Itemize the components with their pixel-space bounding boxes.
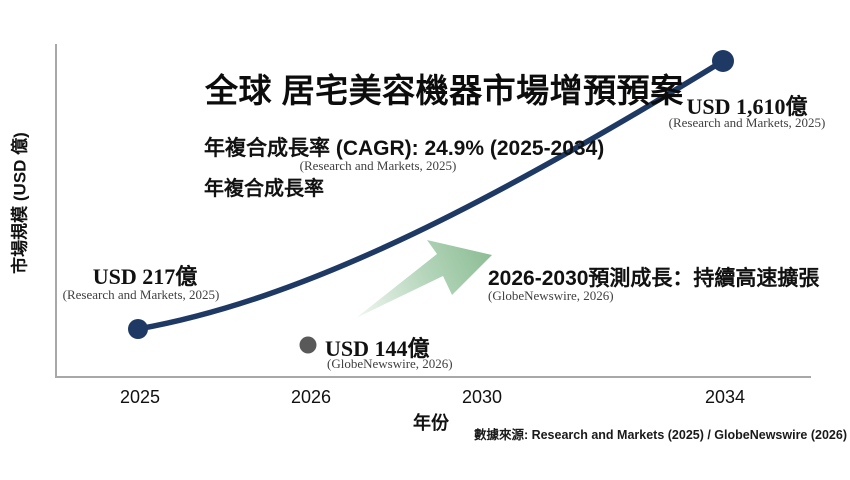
chart-title: 全球 居宅美容機器市場增預預案	[205, 72, 684, 109]
value-label-2034: USD 1,610億	[686, 94, 808, 119]
x-tick-2030: 2030	[461, 387, 503, 407]
cagr-sub-label: 年複合成長率	[204, 178, 324, 200]
growth-annotation: 2026-2030預測成長：持續高速擴張	[488, 267, 820, 290]
data-point-2025	[128, 319, 148, 339]
data-source-footer: 數據來源: Research and Markets (2025) / Glob…	[473, 428, 847, 442]
growth-arrow-icon	[356, 240, 492, 318]
value-source-2026: (GlobeNewswire, 2026)	[327, 356, 453, 371]
x-axis-label: 年份	[413, 413, 449, 433]
value-source-2025: (Research and Markets, 2025)	[62, 287, 220, 302]
value-label-2026: USD 144億	[325, 336, 430, 361]
value-label-2025: USD 217億	[92, 264, 198, 289]
cagr-source: (Research and Markets, 2025)	[299, 158, 457, 173]
forecast-curve	[135, 58, 726, 332]
x-tick-2026: 2026	[290, 387, 332, 407]
data-point-2026	[299, 336, 317, 354]
x-tick-2025: 2025	[119, 387, 161, 407]
cagr-label: 年複合成長率 (CAGR): 24.9% (2025-2034)	[204, 137, 605, 160]
x-tick-2034: 2034	[704, 387, 746, 407]
data-point-2034	[712, 50, 734, 72]
growth-annotation-source: (GlobeNewswire, 2026)	[488, 288, 614, 303]
value-source-2034: (Research and Markets, 2025)	[668, 115, 826, 130]
y-axis-label: 市場規模 (USD 億)	[10, 132, 30, 274]
